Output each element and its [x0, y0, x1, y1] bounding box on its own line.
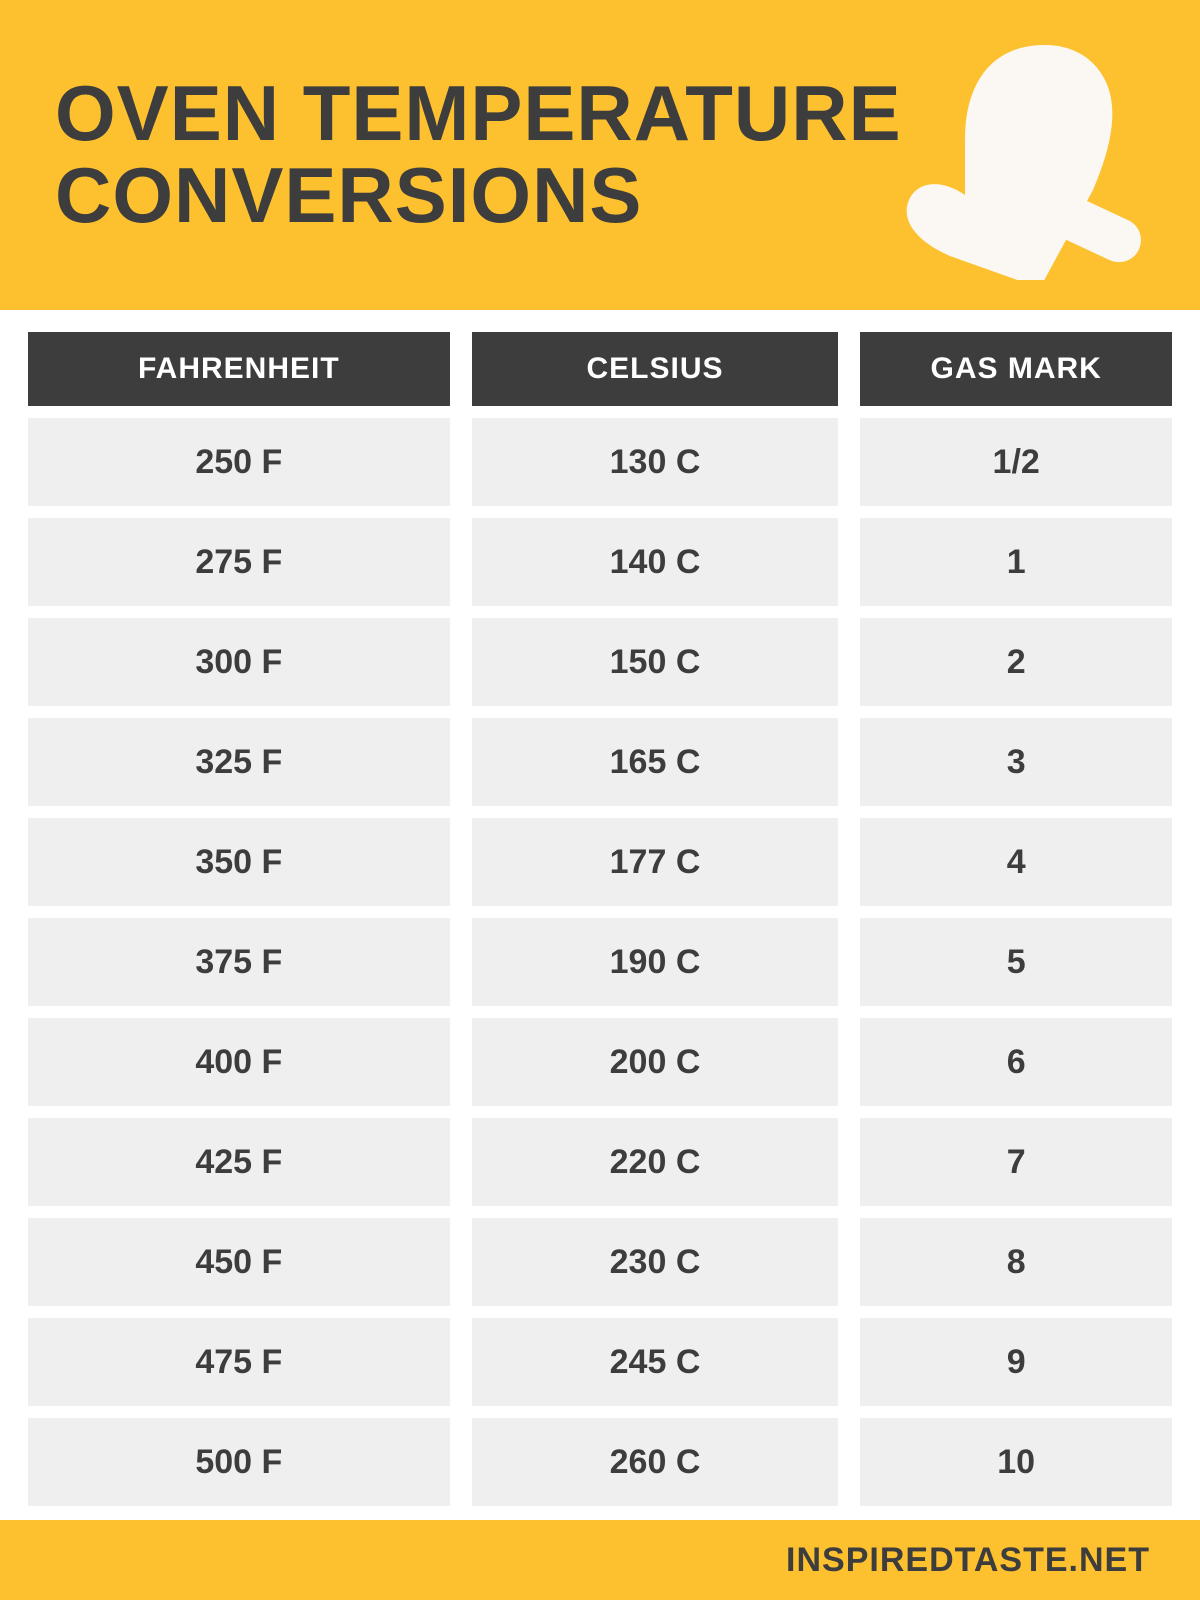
table-cell: 245 C [472, 1318, 839, 1406]
table-cell: 4 [860, 818, 1172, 906]
table-cell: 6 [860, 1018, 1172, 1106]
table-cell: 220 C [472, 1118, 839, 1206]
table-cell: 1/2 [860, 418, 1172, 506]
footer: INSPIREDTASTE.NET [0, 1520, 1200, 1600]
table-cell: 260 C [472, 1418, 839, 1506]
table-cell: 200 C [472, 1018, 839, 1106]
column-celsius: CELSIUS 130 C 140 C 150 C 165 C 177 C 190 C 200… [472, 332, 839, 1518]
table-cell: 2 [860, 618, 1172, 706]
table-cell: 190 C [472, 918, 839, 1006]
table-cell: 1 [860, 518, 1172, 606]
table-cell: 140 C [472, 518, 839, 606]
table-cell: 375 F [28, 918, 450, 1006]
footer-credit: INSPIREDTASTE.NET [786, 1541, 1150, 1580]
table-cell: 250 F [28, 418, 450, 506]
table-cell: 177 C [472, 818, 839, 906]
table-cell: 450 F [28, 1218, 450, 1306]
table-cell: 230 C [472, 1218, 839, 1306]
table-cell: 150 C [472, 618, 839, 706]
column-fahrenheit: FAHRENHEIT 250 F 275 F 300 F 325 F 350 F 375 F… [28, 332, 450, 1518]
title-line-1: OVEN TEMPERATURE [55, 69, 902, 157]
header: OVEN TEMPERATURE CONVERSIONS [0, 0, 1200, 310]
column-header-gasmark: GAS MARK [860, 332, 1172, 406]
table-cell: 425 F [28, 1118, 450, 1206]
page-title: OVEN TEMPERATURE CONVERSIONS [55, 73, 902, 237]
table-cell: 500 F [28, 1418, 450, 1506]
oven-mitt-icon [895, 30, 1155, 280]
column-header-fahrenheit: FAHRENHEIT [28, 332, 450, 406]
table-cell: 275 F [28, 518, 450, 606]
table-cell: 10 [860, 1418, 1172, 1506]
table-cell: 130 C [472, 418, 839, 506]
table-cell: 400 F [28, 1018, 450, 1106]
table-cell: 165 C [472, 718, 839, 806]
table-cell: 5 [860, 918, 1172, 1006]
table-cell: 325 F [28, 718, 450, 806]
table-cell: 475 F [28, 1318, 450, 1406]
table-cell: 300 F [28, 618, 450, 706]
column-header-celsius: CELSIUS [472, 332, 839, 406]
table-cell: 350 F [28, 818, 450, 906]
conversion-table: FAHRENHEIT 250 F 275 F 300 F 325 F 350 F 375 F… [0, 310, 1200, 1520]
column-gasmark: GAS MARK 1/2 1 2 3 4 5 6 7 8 9 10 [860, 332, 1172, 1518]
table-cell: 3 [860, 718, 1172, 806]
table-cell: 8 [860, 1218, 1172, 1306]
title-line-2: CONVERSIONS [55, 151, 642, 239]
table-cell: 7 [860, 1118, 1172, 1206]
table-cell: 9 [860, 1318, 1172, 1406]
